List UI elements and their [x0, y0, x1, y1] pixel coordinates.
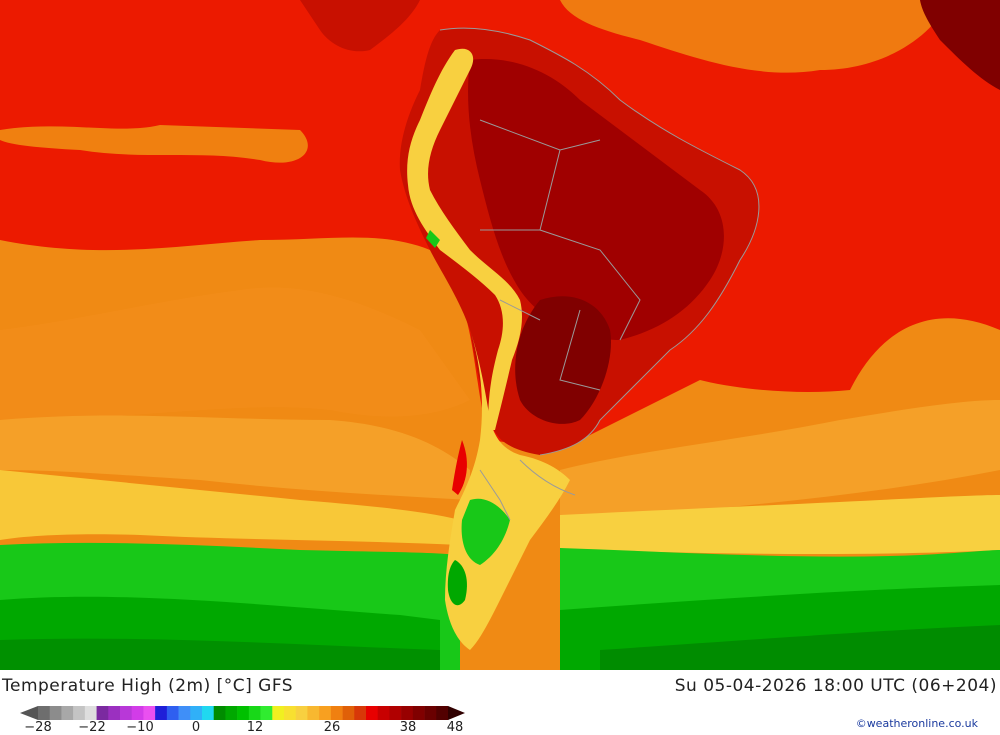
temperature-map — [0, 0, 1000, 670]
legend-swatch — [178, 706, 191, 720]
legend-swatch — [260, 706, 273, 720]
legend-swatch — [342, 706, 355, 720]
legend-arrow-right — [448, 706, 465, 720]
legend-swatch — [155, 706, 168, 720]
credit-link[interactable]: ©weatheronline.co.uk — [855, 717, 978, 730]
legend-tick: −10 — [126, 720, 154, 735]
legend-swatch — [96, 706, 109, 720]
legend-tick: 48 — [446, 720, 464, 735]
legend-swatch — [84, 706, 97, 720]
legend-tick: 38 — [399, 720, 417, 735]
legend-tick: 26 — [323, 720, 341, 735]
legend-swatch — [213, 706, 226, 720]
legend-tick: 0 — [191, 720, 201, 735]
legend-swatch — [436, 706, 449, 720]
legend-swatch — [319, 706, 332, 720]
color-legend — [20, 706, 465, 720]
legend-swatch — [330, 706, 343, 720]
legend-swatch — [412, 706, 425, 720]
legend-swatch — [61, 706, 74, 720]
legend-swatch — [424, 706, 437, 720]
legend-swatch — [49, 706, 62, 720]
legend-swatch — [284, 706, 297, 720]
legend-tick: 12 — [246, 720, 264, 735]
map-footer: Temperature High (2m) [°C] GFS Su 05-04-… — [0, 670, 1000, 735]
forecast-datetime: Su 05-04-2026 18:00 UTC (06+204) — [674, 676, 997, 696]
legend-swatch — [354, 706, 367, 720]
legend-swatch — [248, 706, 261, 720]
legend-swatch — [237, 706, 250, 720]
legend-swatch — [73, 706, 86, 720]
legend-swatch — [225, 706, 238, 720]
legend-swatch — [295, 706, 308, 720]
legend-swatch — [307, 706, 320, 720]
legend-swatch — [366, 706, 379, 720]
legend-swatch — [272, 706, 285, 720]
legend-tick: −28 — [24, 720, 52, 735]
legend-arrow-left — [20, 706, 38, 720]
map-title: Temperature High (2m) [°C] GFS — [2, 676, 294, 696]
legend-swatch — [120, 706, 133, 720]
legend-swatch — [108, 706, 121, 720]
legend-swatch — [377, 706, 390, 720]
legend-swatch — [143, 706, 156, 720]
legend-swatch — [401, 706, 414, 720]
legend-swatch — [202, 706, 215, 720]
legend-swatch — [190, 706, 203, 720]
legend-swatch — [166, 706, 179, 720]
legend-swatch — [389, 706, 402, 720]
legend-tick: −22 — [78, 720, 106, 735]
legend-swatch — [131, 706, 144, 720]
legend-swatch — [38, 706, 51, 720]
